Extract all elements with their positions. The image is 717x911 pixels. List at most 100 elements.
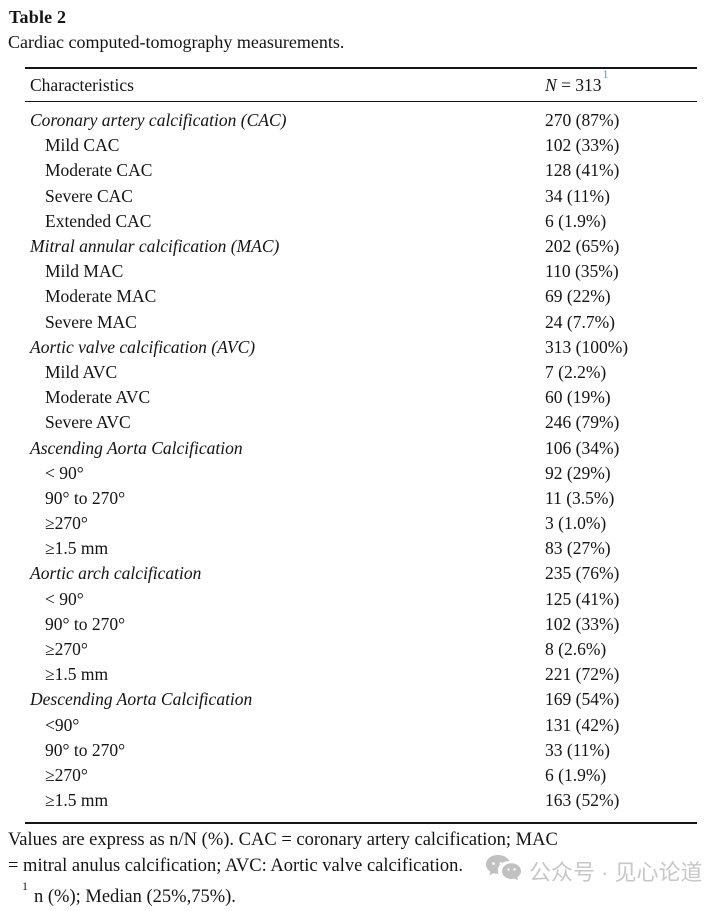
table-row: Mitral annular calcification (MAC) 202 (… <box>25 234 697 259</box>
row-value: 110 (35%) <box>545 261 619 282</box>
row-value: 128 (41%) <box>545 160 620 181</box>
table-row: Severe AVC 246 (79%) <box>25 410 697 435</box>
row-value: 6 (1.9%) <box>545 210 607 231</box>
table-row: Extended CAC 6 (1.9%) <box>25 209 697 234</box>
footer-line-1: Values are express as n/N (%). CAC = cor… <box>8 830 558 850</box>
row-label: Ascending Aorta Calcification <box>30 437 243 458</box>
row-label: ≥270° <box>45 764 88 785</box>
table-row: ≥1.5 mm 221 (72%) <box>25 662 697 687</box>
row-label: ≥1.5 mm <box>45 790 109 811</box>
table-row: Severe CAC 34 (11%) <box>25 184 697 209</box>
table-row: Moderate CAC 128 (41%) <box>25 158 697 183</box>
row-label: Aortic valve calcification (AVC) <box>30 336 256 357</box>
table-row: ≥270° 3 (1.0%) <box>25 511 697 536</box>
row-label: Coronary artery calcification (CAC) <box>30 110 287 131</box>
footnote-1-text: n (%); Median (25%,75%). <box>34 887 236 908</box>
row-value: 69 (22%) <box>545 286 611 307</box>
row-value: 8 (2.6%) <box>545 639 607 660</box>
row-label: Moderate CAC <box>45 160 153 181</box>
row-label: 90° to 270° <box>45 739 126 760</box>
row-label: ≥1.5 mm <box>45 664 109 685</box>
table-row: Mild CAC 102 (33%) <box>25 133 697 158</box>
row-label: Mitral annular calcification (MAC) <box>30 236 280 257</box>
table-row: Coronary artery calcification (CAC) 270 … <box>25 108 697 133</box>
table-caption: Cardiac computed-tomography measurements… <box>8 32 345 52</box>
row-value: 34 (11%) <box>545 185 610 206</box>
table-row: 90° to 270° 33 (11%) <box>25 738 697 763</box>
row-value: 202 (65%) <box>545 236 620 257</box>
row-label: 90° to 270° <box>45 487 126 508</box>
row-label: Severe MAC <box>45 311 137 332</box>
table-row: ≥1.5 mm 83 (27%) <box>25 536 697 561</box>
row-value: 24 (7.7%) <box>545 311 615 332</box>
footer-line-2: = mitral anulus calcification; AVC: Aort… <box>8 855 463 876</box>
row-label: Moderate AVC <box>45 387 151 408</box>
row-value: 83 (27%) <box>545 538 611 559</box>
table-row: ≥1.5 mm 163 (52%) <box>25 788 697 813</box>
row-value: 11 (3.5%) <box>545 487 615 508</box>
measurements-table: Characteristics N = 3131 Coronary artery… <box>25 67 697 825</box>
table-row: 90° to 270° 102 (33%) <box>25 612 697 637</box>
row-value: 313 (100%) <box>545 336 629 357</box>
row-label: 90° to 270° <box>45 613 126 634</box>
table-row: Descending Aorta Calcification 169 (54%) <box>25 687 697 712</box>
row-value: 235 (76%) <box>545 563 620 584</box>
row-label: Severe CAC <box>45 185 133 206</box>
row-label: ≥270° <box>45 513 88 534</box>
row-label: <90° <box>45 714 80 735</box>
row-label: Mild CAC <box>45 135 120 156</box>
table-row: <90° 131 (42%) <box>25 713 697 738</box>
table-row: Ascending Aorta Calcification 106 (34%) <box>25 435 697 460</box>
table-row: Moderate MAC 69 (22%) <box>25 284 697 309</box>
row-value: 169 (54%) <box>545 689 620 710</box>
n-value: = 313 <box>556 74 602 95</box>
table-row: Mild AVC 7 (2.2%) <box>25 360 697 385</box>
footnote-reference-1: 1 <box>602 68 609 81</box>
row-value: 221 (72%) <box>545 664 620 685</box>
row-value: 92 (29%) <box>545 462 611 483</box>
row-label: Severe AVC <box>45 412 131 433</box>
row-value: 7 (2.2%) <box>545 361 607 382</box>
table-row: Mild MAC 110 (35%) <box>25 259 697 284</box>
row-value: 246 (79%) <box>545 412 620 433</box>
footnote-1: 1 n (%); Median (25%,75%). <box>8 879 710 911</box>
table-row: ≥270° 8 (2.6%) <box>25 637 697 662</box>
table-body: Coronary artery calcification (CAC) 270 … <box>25 102 697 825</box>
row-label: Descending Aorta Calcification <box>30 689 253 710</box>
row-label: Mild MAC <box>45 261 124 282</box>
column-header-n: N = 3131 <box>545 69 697 96</box>
row-value: 270 (87%) <box>545 110 620 131</box>
row-value: 131 (42%) <box>545 714 620 735</box>
row-label: ≥270° <box>45 639 88 660</box>
table-footer: Values are express as n/N (%). CAC = cor… <box>8 828 710 911</box>
table-row: < 90° 125 (41%) <box>25 587 697 612</box>
row-label: Mild AVC <box>45 361 118 382</box>
row-label: ≥1.5 mm <box>45 538 109 559</box>
row-label: Aortic arch calcification <box>30 563 202 584</box>
footnote-1-marker: 1 <box>22 879 28 893</box>
table-row: Severe MAC 24 (7.7%) <box>25 310 697 335</box>
row-value: 102 (33%) <box>545 135 620 156</box>
row-label: Moderate MAC <box>45 286 157 307</box>
table-row: Aortic valve calcification (AVC) 313 (10… <box>25 335 697 360</box>
column-header-characteristics: Characteristics <box>30 74 134 95</box>
row-value: 60 (19%) <box>545 387 611 408</box>
row-label: < 90° <box>45 588 84 609</box>
row-value: 3 (1.0%) <box>545 513 607 534</box>
table-row: 90° to 270° 11 (3.5%) <box>25 486 697 511</box>
table-header-row: Characteristics N = 3131 <box>25 67 697 102</box>
row-label: < 90° <box>45 462 84 483</box>
row-value: 125 (41%) <box>545 588 620 609</box>
table-row: < 90° 92 (29%) <box>25 461 697 486</box>
row-value: 6 (1.9%) <box>545 764 607 785</box>
row-value: 33 (11%) <box>545 739 610 760</box>
table-title: Table 2 <box>9 7 67 27</box>
row-label: Extended CAC <box>45 210 152 231</box>
row-value: 102 (33%) <box>545 613 620 634</box>
row-value: 163 (52%) <box>545 790 620 811</box>
row-value: 106 (34%) <box>545 437 620 458</box>
table-row: Moderate AVC 60 (19%) <box>25 385 697 410</box>
table-row: ≥270° 6 (1.9%) <box>25 763 697 788</box>
n-symbol: N <box>545 74 557 95</box>
